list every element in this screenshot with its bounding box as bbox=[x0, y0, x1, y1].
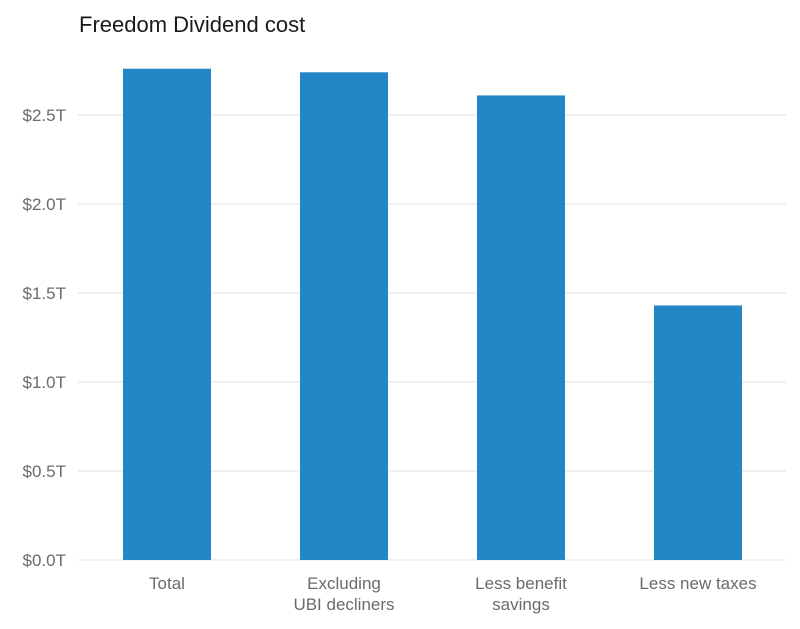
x-axis-labels: Total Excluding UBI decliners Less benefit s… bbox=[149, 574, 757, 614]
bar bbox=[123, 68, 211, 560]
x-tick-label: Excluding bbox=[307, 574, 381, 593]
y-axis-ticks: $0.0T $0.5T $1.0T $1.5T $2.0T $2.5T bbox=[23, 106, 66, 570]
x-tick-label: savings bbox=[492, 595, 550, 614]
y-tick-label: $2.0T bbox=[23, 195, 66, 214]
y-tick-label: $1.0T bbox=[23, 373, 66, 392]
x-tick-label: Less new taxes bbox=[639, 574, 756, 593]
bar bbox=[477, 95, 565, 561]
bars bbox=[123, 68, 742, 561]
y-tick-label: $1.5T bbox=[23, 284, 66, 303]
y-tick-label: $2.5T bbox=[23, 106, 66, 125]
x-tick-label: Less benefit bbox=[475, 574, 567, 593]
y-tick-label: $0.5T bbox=[23, 462, 66, 481]
y-tick-label: $0.0T bbox=[23, 551, 66, 570]
bar bbox=[654, 305, 742, 560]
chart-title: Freedom Dividend cost bbox=[79, 12, 305, 37]
x-tick-label: UBI decliners bbox=[293, 595, 394, 614]
bar bbox=[300, 72, 388, 560]
x-tick-label: Total bbox=[149, 574, 185, 593]
